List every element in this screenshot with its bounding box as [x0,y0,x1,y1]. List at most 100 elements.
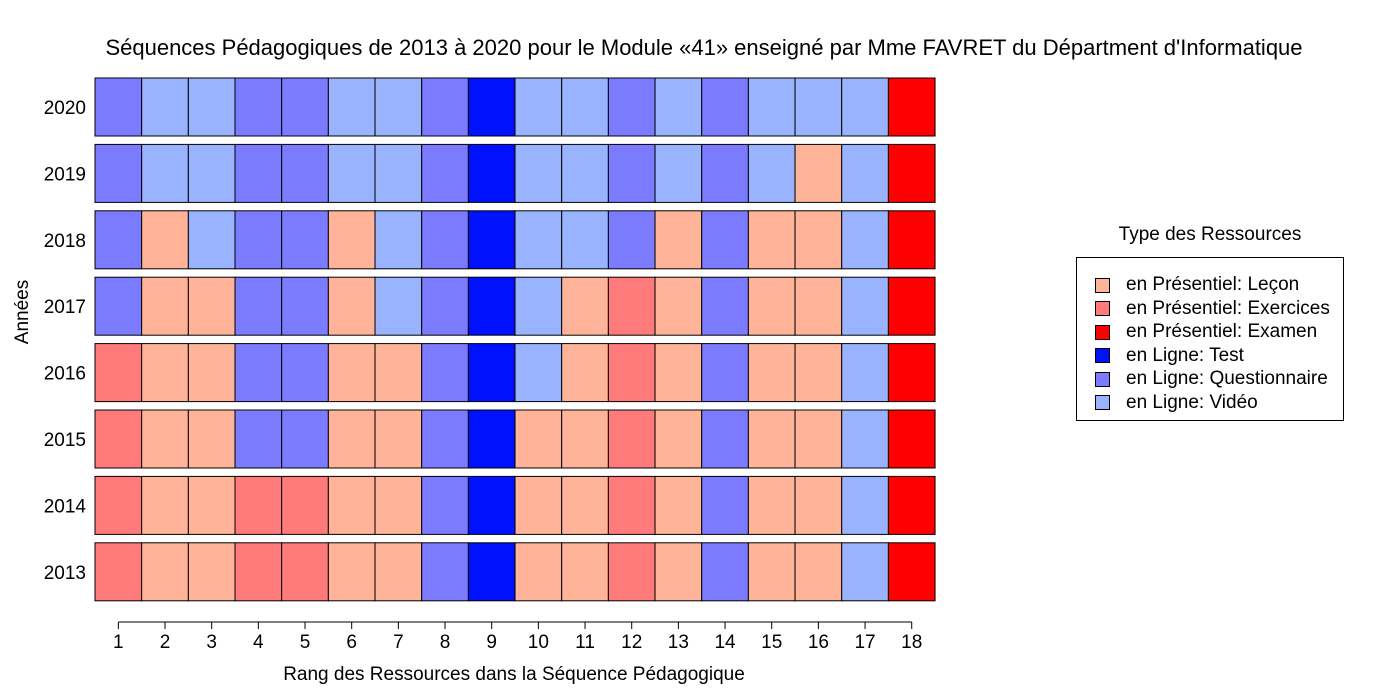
heatmap-cell-2019-2 [141,143,189,203]
heatmap-cell-2013-3 [187,542,236,602]
heatmap-cell-2017-17 [841,276,889,336]
heatmap-cell-2016-14 [701,343,749,403]
heatmap-cell-2017-18 [887,276,936,336]
heatmap-cell-2013-8 [421,542,469,602]
heatmap-cell-2015-14 [701,409,749,469]
y-tick-label: 2018 [44,231,86,252]
heatmap-cell-2018-5 [281,210,329,270]
legend: en Présentiel: Leçon en Présentiel: Exerc… [1076,257,1344,421]
heatmap-cell-2019-10 [514,143,563,203]
heatmap-cell-2015-18 [887,409,936,469]
x-axis-label: Rang des Ressources dans la Séquence Péd… [283,664,745,685]
heatmap-cell-2019-5 [281,143,329,203]
heatmap-cell-2016-1 [94,343,143,403]
heatmap-cell-2016-11 [561,343,609,403]
y-tick-label: 2019 [44,164,86,185]
heatmap-cell-2014-8 [421,475,469,535]
heatmap-cell-2015-7 [374,409,423,469]
heatmap-cell-2020-3 [187,77,236,137]
heatmap-cell-2020-5 [281,77,329,137]
heatmap-cell-2019-18 [887,143,936,203]
legend-label: en Présentiel: Exercices [1126,297,1330,319]
heatmap-cell-2016-9 [467,343,516,403]
heatmap-cell-2013-2 [141,542,189,602]
heatmap-cell-2016-13 [654,343,703,403]
heatmap-cell-2013-7 [374,542,423,602]
heatmap-cell-2020-12 [607,77,656,137]
heatmap-cell-2014-1 [94,475,143,535]
legend-item: en Présentiel: Examen [1095,321,1317,342]
heatmap-cell-2013-17 [841,542,889,602]
heatmap-cell-2014-6 [327,475,376,535]
heatmap-cells [94,77,936,602]
heatmap-cell-2015-15 [747,409,796,469]
x-tick-label: 17 [854,632,875,653]
heatmap-cell-2020-6 [327,77,376,137]
heatmap-cell-2013-1 [94,542,143,602]
heatmap-cell-2017-8 [421,276,469,336]
x-tick-label: 6 [346,632,357,653]
heatmap-cell-2018-3 [187,210,236,270]
heatmap-cell-2018-15 [747,210,796,270]
heatmap-cell-2018-12 [607,210,656,270]
heatmap-cell-2014-7 [374,475,423,535]
heatmap-cell-2018-6 [327,210,376,270]
heatmap-cell-2015-8 [421,409,469,469]
legend-title: Type des Ressources [1118,224,1302,245]
heatmap-cell-2016-18 [887,343,936,403]
heatmap-cell-2017-16 [794,276,843,336]
heatmap-cell-2017-13 [654,276,703,336]
heatmap-cell-2019-16 [794,143,843,203]
heatmap-cell-2019-8 [421,143,469,203]
heatmap-cell-2014-13 [654,475,703,535]
heatmap-cell-2016-6 [327,343,376,403]
heatmap-cell-2016-12 [607,343,656,403]
legend-swatch [1095,395,1110,410]
heatmap-cell-2019-15 [747,143,796,203]
y-tick-label: 2017 [44,297,86,318]
heatmap-cell-2017-10 [514,276,563,336]
heatmap-cell-2015-1 [94,409,143,469]
legend-item: en Présentiel: Leçon [1095,274,1300,295]
heatmap-cell-2017-9 [467,276,516,336]
heatmap-cell-2015-12 [607,409,656,469]
legend-swatch [1095,277,1110,293]
heatmap-cell-2017-12 [607,276,656,336]
y-tick-label: 2015 [44,430,86,451]
x-tick-label: 14 [714,632,736,653]
x-tick-label: 16 [808,632,829,653]
heatmap-cell-2016-15 [747,343,796,403]
heatmap-cell-2017-1 [94,276,143,336]
x-tick-label: 9 [486,632,497,653]
heatmap-cell-2018-16 [794,210,843,270]
x-tick-label: 15 [761,632,782,653]
heatmap-cell-2014-3 [187,475,236,535]
heatmap-cell-2020-15 [747,77,796,137]
heatmap-cell-2020-17 [841,77,889,137]
heatmap-cell-2020-9 [467,77,516,137]
heatmap-cell-2013-18 [887,542,936,602]
heatmap-cell-2016-7 [374,343,423,403]
heatmap-cell-2015-9 [467,409,516,469]
heatmap-cell-2017-15 [747,276,796,336]
heatmap-cell-2019-9 [467,143,516,203]
heatmap-cell-2014-11 [561,475,609,535]
heatmap-cell-2018-14 [701,210,749,270]
heatmap-cell-2019-7 [374,143,423,203]
y-axis-label: Années [12,280,33,344]
heatmap-cell-2016-4 [234,343,283,403]
heatmap-cell-2016-17 [841,343,889,403]
heatmap-cell-2015-5 [281,409,329,469]
legend-swatch [1095,324,1110,340]
heatmap-cell-2017-7 [374,276,423,336]
heatmap-cell-2013-9 [467,542,516,602]
x-tick-label: 3 [206,632,217,653]
heatmap-cell-2014-9 [467,475,516,535]
heatmap-cell-2019-17 [841,143,889,203]
legend-label: en Présentiel: Leçon [1126,274,1300,295]
heatmap-cell-2013-6 [327,542,376,602]
heatmap-cell-2020-10 [514,77,563,137]
heatmap-cell-2017-2 [141,276,189,336]
heatmap-cell-2014-10 [514,475,563,535]
heatmap-cell-2015-3 [187,409,236,469]
